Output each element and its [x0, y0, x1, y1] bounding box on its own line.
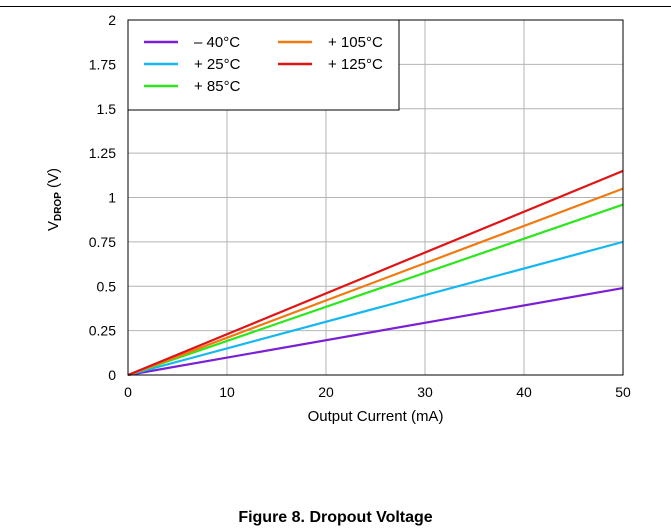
series-line: [127, 286, 624, 377]
x-tick-label: 10: [219, 384, 235, 400]
series-line: [127, 187, 624, 377]
y-axis-label: VDROP (V): [45, 168, 64, 231]
x-tick-label: 0: [124, 384, 132, 400]
series-line: [127, 169, 624, 377]
legend-label: + 25°C: [194, 56, 241, 73]
series-line: [127, 203, 624, 377]
y-tick-label: 1.5: [97, 101, 117, 117]
y-tick-label: 2: [108, 12, 116, 28]
legend-label: + 125°C: [328, 56, 383, 73]
y-axis-label-sub: DROP: [53, 192, 64, 221]
top-rule: [0, 6, 671, 7]
x-axis-label: Output Current (mA): [308, 408, 444, 425]
tick-labels: 0 10 20 30 40 50 0 0.25 0.5 0.75 1 1.25 1.5 1.75 2: [89, 12, 631, 400]
y-tick-label: 1: [108, 190, 116, 206]
x-tick-label: 50: [615, 384, 631, 400]
x-tick-label: 20: [318, 384, 334, 400]
legend-label: + 85°C: [194, 78, 241, 95]
y-axis-label-main: V: [45, 221, 62, 231]
legend-label: – 40°C: [194, 34, 240, 51]
legend: – 40°C + 25°C + 85°C + 105°C + 125°C: [127, 19, 400, 111]
y-tick-label: 0: [108, 367, 116, 383]
y-tick-label: 0.75: [89, 234, 116, 250]
y-tick-label: 0.5: [97, 278, 117, 294]
y-tick-label: 0.25: [89, 323, 116, 339]
series-lines: [127, 169, 624, 377]
y-tick-label: 1.25: [89, 145, 116, 161]
figure-caption: Figure 8. Dropout Voltage: [238, 509, 433, 526]
y-axis-label-unit: (V): [45, 168, 62, 192]
series-line: [127, 240, 624, 377]
legend-label: + 105°C: [328, 34, 383, 51]
x-tick-label: 40: [516, 384, 532, 400]
x-tick-label: 30: [417, 384, 433, 400]
y-tick-label: 1.75: [89, 56, 116, 72]
